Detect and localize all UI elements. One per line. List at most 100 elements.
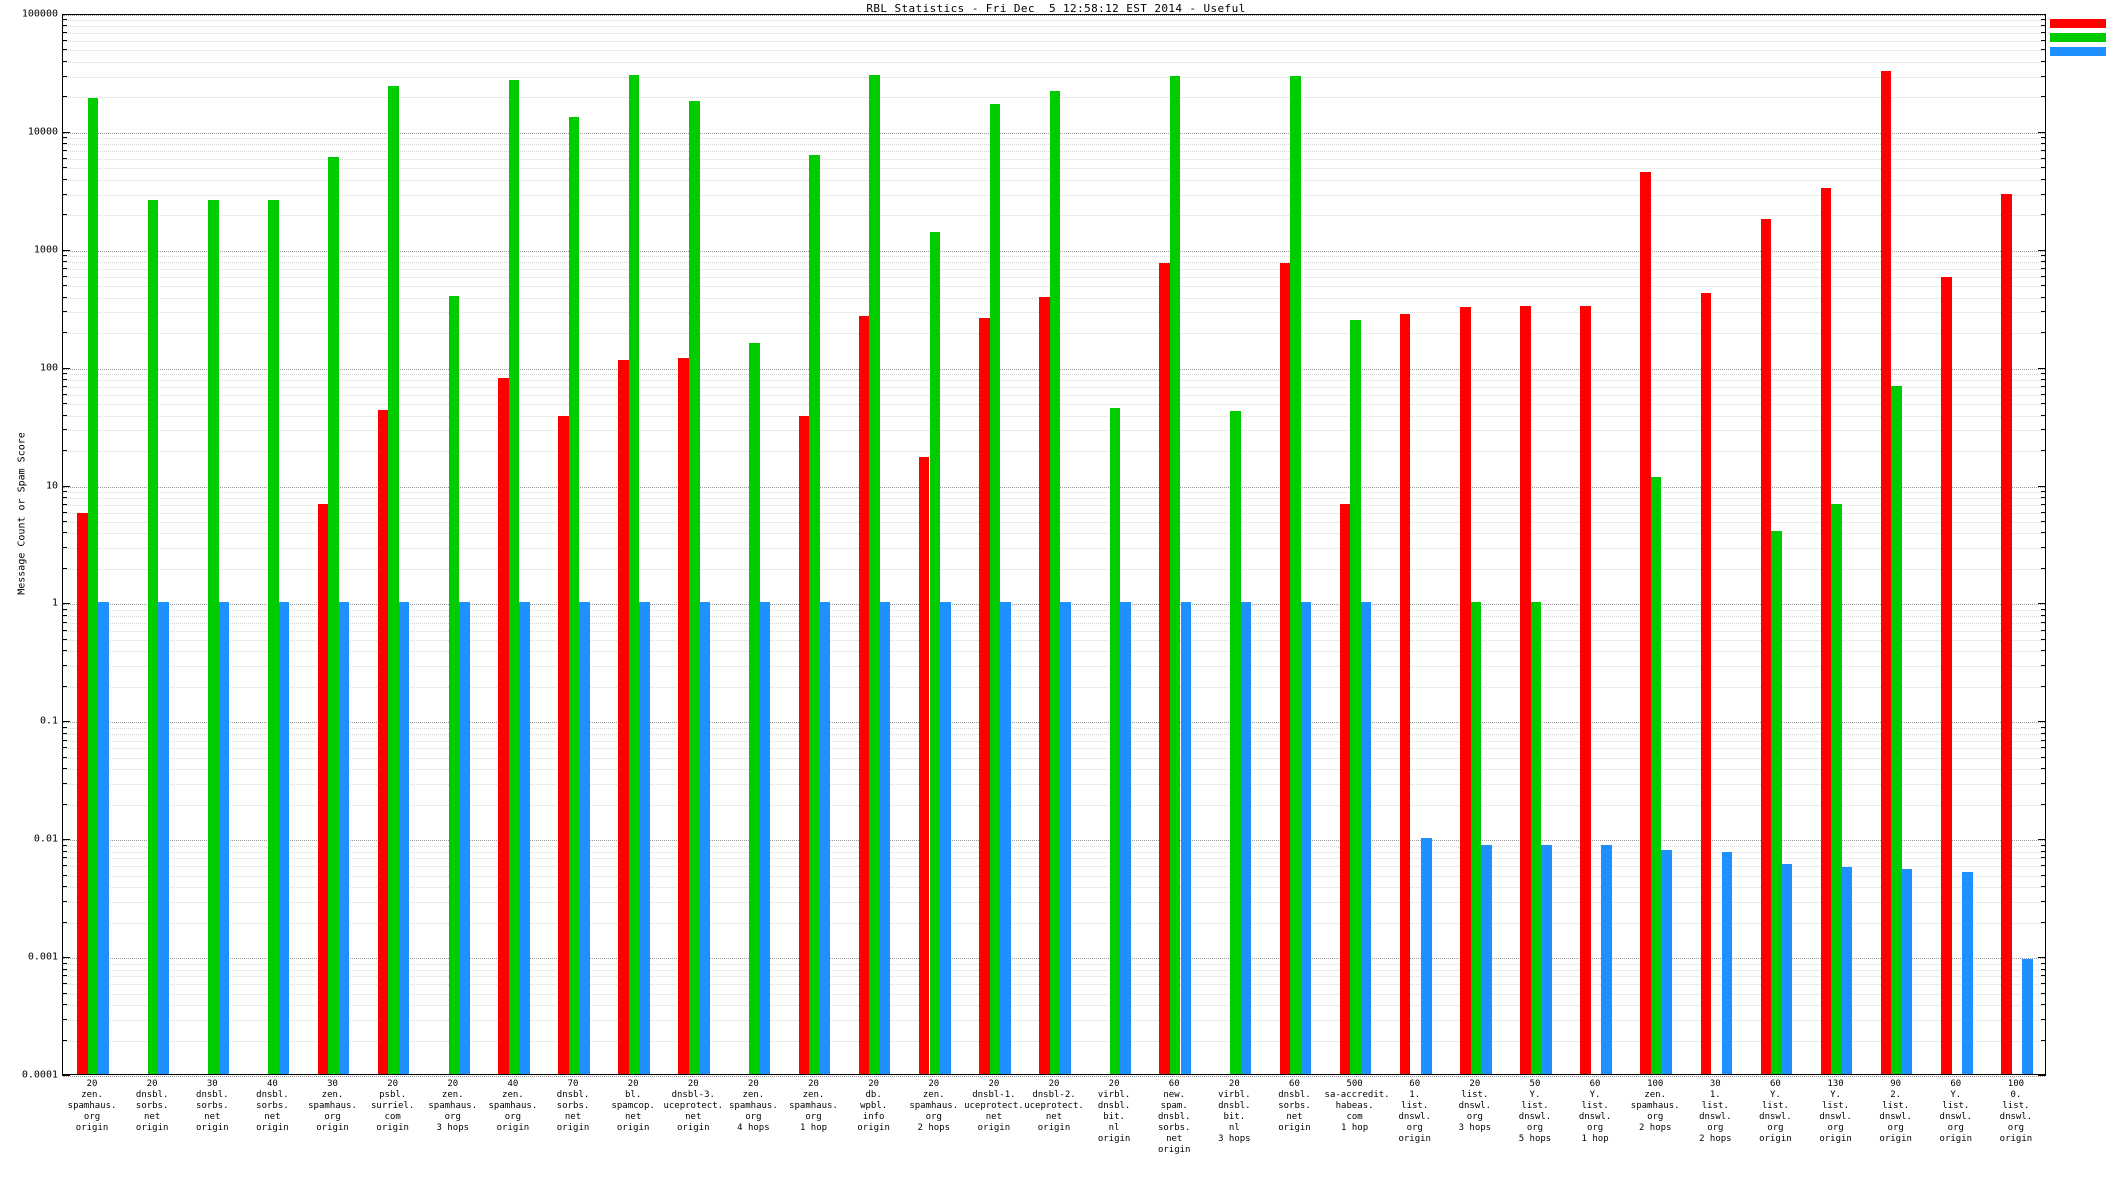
bar-score: [1300, 602, 1312, 1074]
bar-notspam: [1339, 504, 1351, 1074]
bar-spam: [508, 80, 520, 1074]
bar-score: [639, 602, 650, 1074]
plot-area: [62, 14, 2046, 1077]
y-axis-tick-mark: [62, 685, 67, 687]
y-axis-tick-mark: [2041, 532, 2046, 534]
y-axis-tick-mark: [62, 25, 67, 27]
y-axis-tick-label: 1: [51, 597, 58, 609]
y-axis-tick-mark: [2041, 503, 2046, 505]
bar-score: [699, 602, 711, 1074]
y-axis-tick-mark: [62, 521, 67, 523]
bar-spam: [208, 199, 219, 1074]
bar-notspam: [1880, 71, 1892, 1074]
y-axis-tick-mark: [2041, 414, 2046, 416]
y-axis-tick-mark: [62, 450, 67, 452]
x-axis-tick-label: 20 dnsbl-2. uceprotect. net origin: [1024, 1079, 1084, 1133]
y-axis-tick-mark: [2041, 296, 2046, 298]
y-axis-tick-label: 1000: [33, 244, 58, 256]
bar-score: [398, 602, 410, 1074]
bar-score: [519, 602, 530, 1074]
x-axis-tick-label: 70 dnsbl. sorbs. net origin: [556, 1079, 590, 1133]
bar-spam: [87, 98, 99, 1074]
bar-series-container: [63, 15, 2045, 1074]
y-axis-tick-mark: [62, 975, 67, 977]
y-axis-tick-mark: [62, 721, 70, 723]
y-axis-tick-mark: [62, 150, 67, 152]
y-axis-tick-mark: [62, 261, 67, 263]
y-axis-tick-mark: [62, 496, 67, 498]
bar-spam: [1831, 504, 1842, 1074]
y-axis-tick-mark: [2041, 40, 2046, 42]
bar-score: [218, 602, 230, 1074]
x-axis-tick-label: 40 dnsbl. sorbs. net origin: [256, 1079, 289, 1133]
bar-notspam: [1820, 187, 1832, 1074]
bar-score: [940, 602, 951, 1074]
y-axis-tick-mark: [2041, 385, 2046, 387]
y-axis-tick-mark: [2041, 49, 2046, 51]
bar-score: [1601, 845, 1612, 1074]
bar-score: [1841, 867, 1853, 1074]
y-axis-tick-mark: [2041, 275, 2046, 277]
bar-notspam: [1700, 293, 1712, 1074]
bar-score: [1420, 838, 1432, 1074]
bar-notspam: [678, 358, 689, 1074]
y-axis-tick-mark: [62, 485, 70, 487]
y-axis-tick-mark: [62, 178, 67, 180]
y-axis-tick-mark: [62, 379, 67, 381]
x-axis-tick-label: 20 zen. spamhaus. org 2 hops: [909, 1079, 959, 1133]
y-axis-tick-label: 0.1: [39, 715, 58, 727]
y-axis-tick-mark: [2041, 1018, 2046, 1020]
y-axis-tick-mark: [2041, 158, 2046, 160]
y-axis-tick-mark: [62, 857, 67, 859]
bar-notspam: [1640, 171, 1651, 1074]
y-axis-tick-mark: [2041, 178, 2046, 180]
y-axis-tick-mark: [2041, 850, 2046, 852]
y-axis-tick-mark: [2038, 603, 2046, 605]
bar-spam: [1350, 319, 1361, 1074]
bar-notspam: [918, 457, 930, 1074]
y-axis-tick-mark: [2041, 975, 2046, 977]
bar-score: [579, 602, 590, 1074]
x-axis-tick-label: 500 sa-accredit. habeas. com 1 hop: [1324, 1079, 1390, 1133]
y-axis-tick-mark: [62, 511, 67, 513]
x-axis-tick-label: 60 new. spam. dnsbl. sorbs. net origin: [1157, 1079, 1191, 1155]
bar-notspam: [858, 315, 870, 1074]
y-axis-tick-mark: [62, 756, 67, 758]
y-axis-tick-label: 0.0001: [21, 1069, 58, 1081]
bar-score: [1120, 602, 1131, 1074]
gridline: [63, 20, 2045, 22]
y-axis-tick-mark: [2041, 756, 2046, 758]
y-axis-tick-mark: [62, 490, 67, 492]
y-axis-tick-mark: [2041, 621, 2046, 623]
y-axis-tick-mark: [62, 650, 67, 652]
y-axis-tick-mark: [62, 747, 67, 749]
y-axis-tick-mark: [2041, 665, 2046, 667]
y-axis-tick-mark: [2041, 726, 2046, 728]
y-axis-tick-mark: [2038, 839, 2046, 841]
bar-spam: [568, 117, 580, 1074]
bar-score: [1060, 602, 1071, 1074]
y-axis-tick-mark: [62, 49, 67, 51]
y-axis-tick-mark: [62, 193, 67, 195]
y-axis-tick-mark: [2041, 608, 2046, 610]
gridline: [63, 61, 2045, 63]
x-axis-tick-label: 30 zen. spamhaus. org origin: [308, 1079, 357, 1133]
bar-score: [1781, 864, 1793, 1074]
x-axis-tick-label: 20 virbl. dnsbl. bit. nl origin: [1097, 1079, 1131, 1144]
legend-swatch-score: [2050, 46, 2106, 56]
y-axis-tick-mark: [62, 567, 67, 569]
y-axis-tick-mark: [2041, 732, 2046, 734]
y-axis-tick-label: 100: [39, 362, 58, 374]
y-axis-tick-mark: [62, 1018, 67, 1020]
bar-spam: [268, 199, 279, 1074]
y-axis-tick-mark: [62, 547, 67, 549]
x-axis-tick-label: 20 zen. spamhaus. org origin: [67, 1079, 117, 1133]
y-axis-tick-mark: [62, 962, 67, 964]
x-axis-tick-label: 60 Y. list. dnswl. org origin: [1759, 1079, 1792, 1144]
bar-notspam: [1520, 305, 1531, 1074]
y-axis-tick-mark: [2041, 739, 2046, 741]
y-axis-tick-mark: [62, 803, 67, 805]
bar-score: [879, 602, 891, 1074]
y-axis-tick-mark: [2041, 450, 2046, 452]
bar-notspam: [377, 409, 389, 1074]
